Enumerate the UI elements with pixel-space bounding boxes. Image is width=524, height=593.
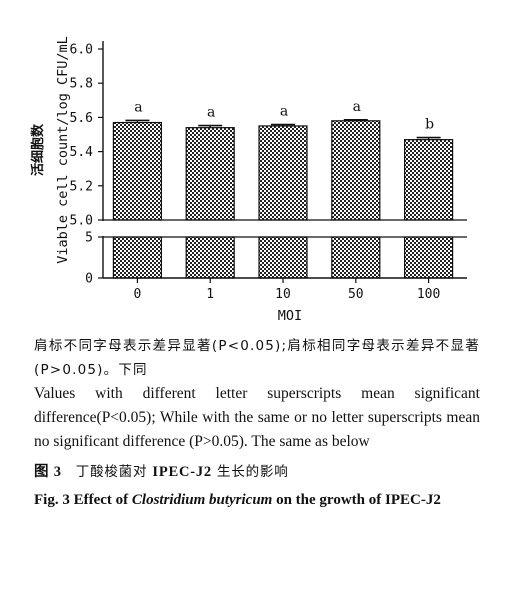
- y-tick-label-5.6: 5.6: [70, 111, 93, 126]
- bar-10: [258, 125, 308, 221]
- y-tick-label-5.2: 5.2: [70, 179, 93, 194]
- figure-number: 图 3: [34, 464, 62, 480]
- y-axis-title: Viable cell count/log CFU/mL: [55, 36, 71, 264]
- x-tick-label-100: 100: [417, 287, 440, 302]
- figure-title-en: Fig. 3 Effect of Clostridium butyricum o…: [34, 488, 480, 512]
- bar-stub-50: [331, 236, 381, 279]
- bar-0: [112, 121, 163, 221]
- bar-1: [185, 127, 235, 221]
- bar-stub-100: [404, 236, 454, 279]
- bar-stub-0: [112, 236, 163, 279]
- lower-bar-stubs: [112, 236, 454, 279]
- y-tick-label-5.4: 5.4: [70, 145, 94, 160]
- y-tick-label-lower-0: 0: [85, 272, 93, 287]
- significance-note-zh: 肩标不同字母表示差异显著(P<0.05);肩标相同字母表示差异不显著(P>0.0…: [34, 338, 480, 378]
- error-bars: [125, 118, 441, 140]
- significance-label-0: a: [134, 99, 142, 115]
- bars: [112, 120, 454, 221]
- x-axis-title: MOI: [278, 308, 302, 324]
- figure-title-en-pre: Fig. 3 Effect of: [34, 492, 129, 508]
- x-tick-label-50: 50: [348, 287, 364, 302]
- y-tick-label-5.0: 5.0: [70, 214, 93, 229]
- y-tick-label-lower-5: 5: [85, 231, 93, 246]
- bar-stub-10: [258, 236, 308, 279]
- x-tick-label-1: 1: [206, 287, 214, 302]
- y-ticks: 5.0 5.2 5.4 5.6 5.8 6.0 0 5: [70, 43, 103, 287]
- x-ticks: 0 1 10 50 100: [133, 278, 440, 302]
- figure-title-zh-strain: IPEC-J2: [152, 464, 212, 480]
- figure-caption: 肩标不同字母表示差异显著(P<0.05);肩标相同字母表示差异不显著(P>0.0…: [34, 334, 480, 512]
- figure-title-en-species: Clostridium butyricum: [131, 492, 273, 508]
- figure-title-zh: 图 3 丁酸梭菌对 IPEC-J2 生长的影响: [34, 460, 480, 484]
- bar-50: [331, 120, 381, 221]
- figure-title-zh-pre: 丁酸梭菌对: [75, 464, 148, 480]
- bar-chart: 5.0 5.2 5.4 5.6 5.8 6.0 0 5 0 1 10 50 100 a a a a b MOI…: [30, 36, 467, 324]
- figure-title-en-post: on the growth of IPEC-J2: [276, 492, 441, 508]
- axes: [102, 41, 467, 279]
- significance-label-10: a: [280, 104, 288, 120]
- x-tick-label-0: 0: [133, 287, 141, 302]
- y-tick-label-6.0: 6.0: [70, 43, 93, 58]
- significance-label-100: b: [425, 117, 434, 133]
- significance-labels: a a a a b: [134, 99, 434, 133]
- y-axis-title-zh: 活细胞数: [30, 123, 46, 176]
- significance-label-50: a: [353, 99, 361, 115]
- bar-100: [404, 139, 454, 221]
- significance-note-en: Values with different letter superscript…: [34, 385, 480, 450]
- x-tick-label-10: 10: [275, 287, 291, 302]
- significance-label-1: a: [207, 105, 215, 121]
- figure-title-zh-post: 生长的影响: [217, 464, 289, 480]
- y-tick-label-5.8: 5.8: [70, 77, 93, 92]
- bar-stub-1: [185, 236, 235, 279]
